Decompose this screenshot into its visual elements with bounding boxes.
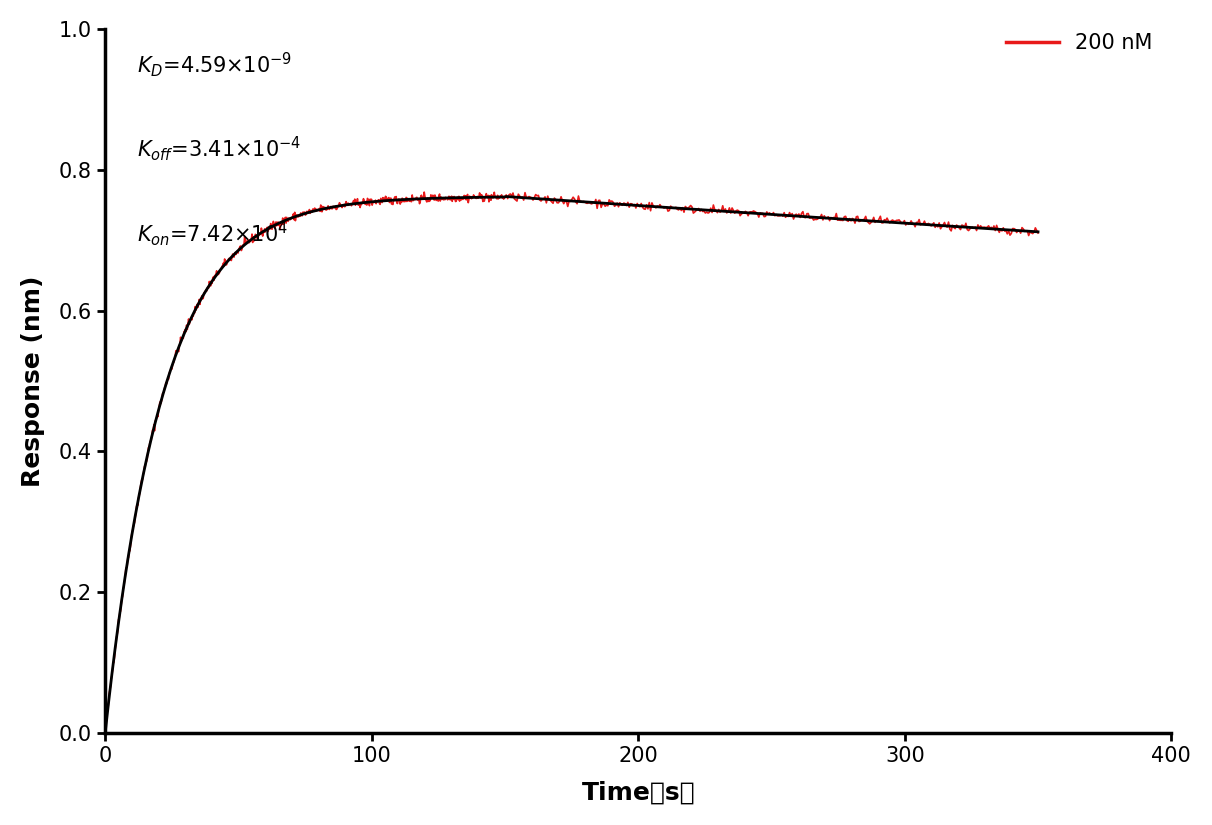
- Y-axis label: Response (nm): Response (nm): [21, 276, 45, 487]
- Text: $K_D$=4.59×10$^{-9}$: $K_D$=4.59×10$^{-9}$: [137, 50, 292, 78]
- Text: $K_{off}$=3.41×10$^{-4}$: $K_{off}$=3.41×10$^{-4}$: [137, 134, 302, 163]
- Legend: 200 nM: 200 nM: [999, 26, 1161, 62]
- Text: $K_{on}$=7.42×10$^{4}$: $K_{on}$=7.42×10$^{4}$: [137, 219, 288, 247]
- X-axis label: Time（s）: Time（s）: [582, 780, 694, 804]
